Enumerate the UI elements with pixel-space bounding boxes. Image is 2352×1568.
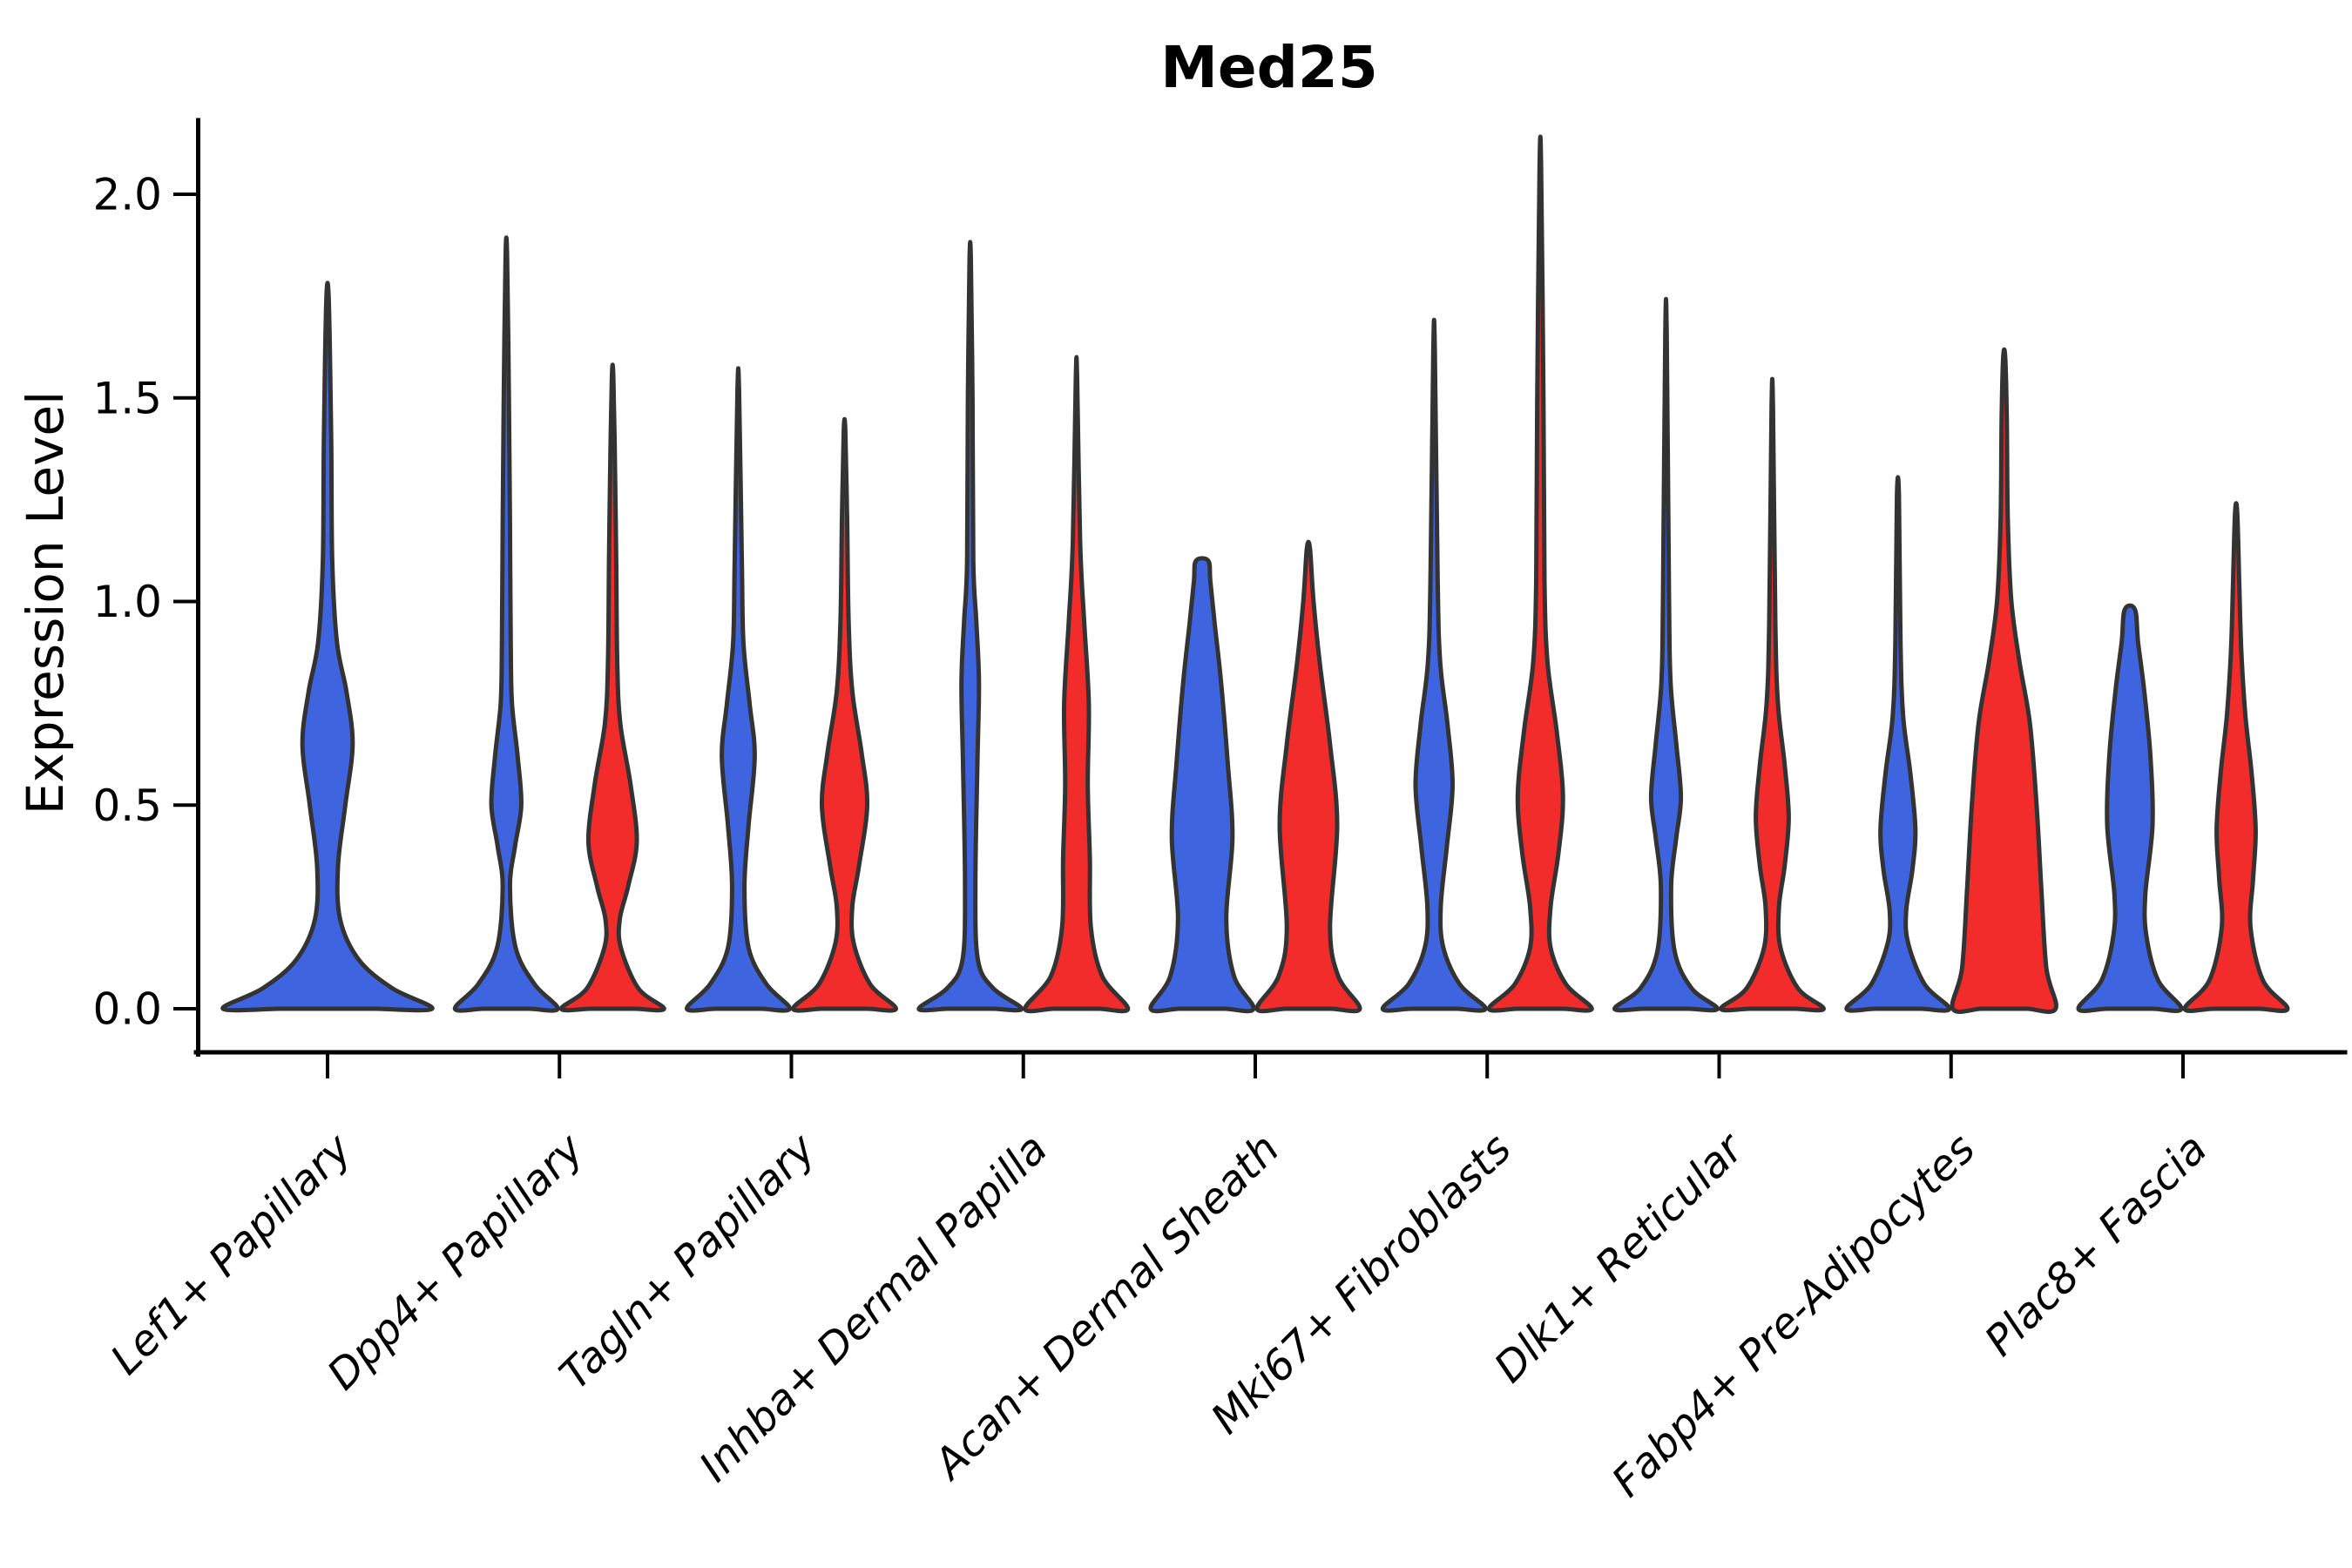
chart-title: Med25 (1160, 34, 1378, 101)
x-tick-label-3: Tagln+ Papillary (551, 1124, 826, 1399)
y-tick-label: 0.5 (92, 781, 162, 831)
violin-group-red-cat-4 (1023, 355, 1131, 1014)
y-tick-label: 1.0 (92, 577, 162, 627)
violin-group-blue-cat-8 (1844, 475, 1952, 1013)
violin-group-red-cat-5 (1254, 539, 1362, 1014)
violin-group-red-cat-6 (1486, 134, 1594, 1013)
violin-group-red-cat-7 (1719, 376, 1826, 1013)
violin-group-blue-cat-4 (916, 240, 1024, 1013)
violin-group-blue-cat-6 (1380, 317, 1488, 1013)
x-tick-label-1: Lef1+ Papillary (101, 1124, 362, 1384)
violin-group-blue-cat-3 (685, 366, 792, 1013)
y-tick-label: 0.0 (92, 984, 162, 1035)
violin-group-blue-cat-7 (1612, 297, 1720, 1013)
x-tick-label-2: Dpp4+ Papillary (318, 1124, 593, 1399)
violin-series (220, 134, 2290, 1014)
y-axis-label: Expression Level (16, 391, 75, 814)
violin-group-red-cat-9 (2182, 501, 2290, 1013)
violin-group-blue-cat-5 (1148, 556, 1256, 1014)
x-tick-label-7: Dlk1+ Reticular (1485, 1123, 1755, 1393)
violin-group-blue-cat-2 (452, 235, 560, 1013)
violin-group-blue-cat-1 (220, 280, 435, 1013)
violin-group-red-cat-8 (1950, 347, 2058, 1014)
y-tick-label: 1.5 (92, 373, 162, 423)
y-axis-ticks: 0.0 0.5 1.0 1.5 2.0 (92, 170, 198, 1035)
violin-group-red-cat-3 (791, 416, 898, 1013)
x-tick-label-9: Plac8+ Fascia (1976, 1125, 2217, 1366)
y-tick-label: 2.0 (92, 170, 162, 220)
violin-group-blue-cat-9 (2076, 603, 2184, 1013)
violin-group-red-cat-2 (558, 362, 666, 1013)
